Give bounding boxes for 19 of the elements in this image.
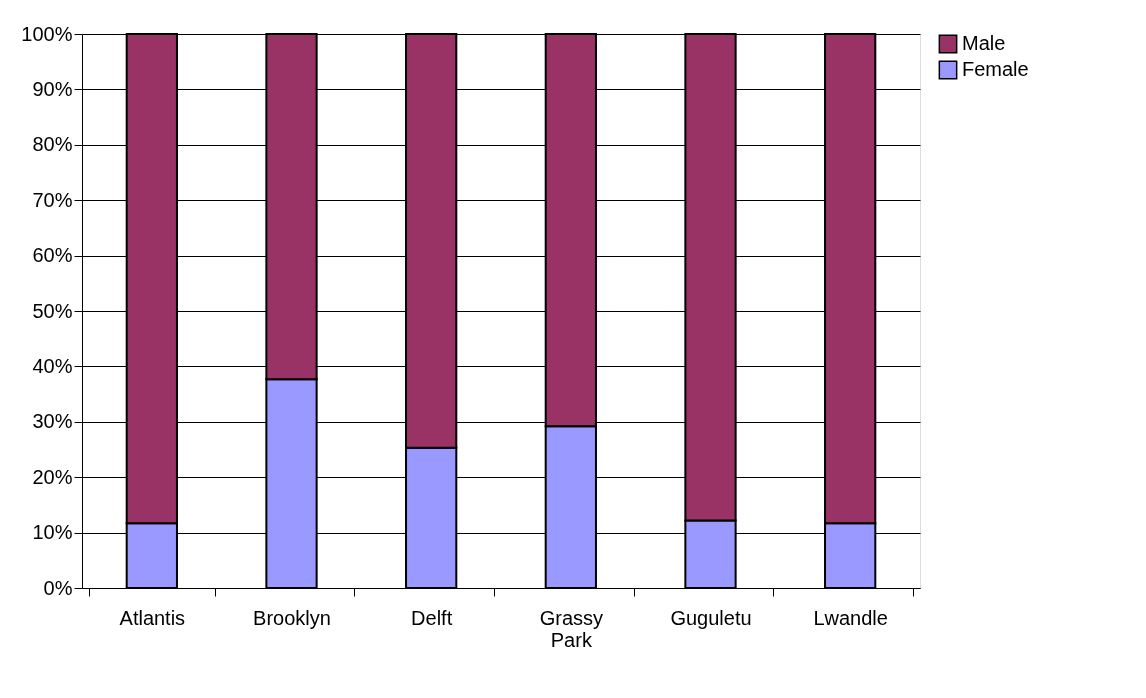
legend-label: Female: [962, 58, 1029, 80]
y-tick-label: 60%: [32, 244, 73, 267]
y-tick-label: 50%: [32, 299, 73, 322]
y-tick-label: 20%: [32, 465, 73, 488]
x-tick-label: Grassy Park: [539, 606, 604, 651]
x-tick-label: Lwandle: [813, 606, 888, 629]
legend-label: Male: [962, 32, 1006, 54]
y-tick-label: 70%: [32, 188, 73, 211]
y-tick-label: 100%: [21, 22, 73, 45]
y-tick-label: 10%: [32, 521, 73, 544]
y-tick-label: 90%: [32, 77, 73, 100]
x-tick-label: Atlantis: [119, 606, 186, 629]
y-tick-label: 0%: [43, 576, 73, 599]
x-tick-label: Guguletu: [670, 606, 752, 629]
x-tick-label: Delft: [411, 606, 453, 629]
y-tick-label: 40%: [32, 354, 73, 377]
y-tick-label: 30%: [32, 410, 73, 433]
x-tick-label: Brooklyn: [253, 606, 331, 629]
y-tick-label: 80%: [32, 133, 73, 156]
